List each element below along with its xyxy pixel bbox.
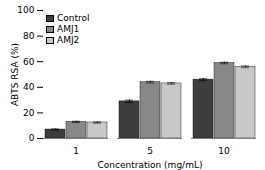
- svg-text:Concentration (mg/mL): Concentration (mg/mL): [98, 160, 203, 170]
- svg-text:100: 100: [17, 5, 34, 15]
- svg-text:20: 20: [23, 108, 35, 118]
- html-text:AMJ1: AMJ1: [57, 24, 80, 34]
- svg-text:10: 10: [218, 146, 230, 156]
- svg-text:5: 5: [147, 146, 153, 156]
- svg-text:60: 60: [23, 57, 35, 67]
- html-text:AMJ2: AMJ2: [57, 35, 80, 45]
- svg-text:1: 1: [73, 146, 79, 156]
- svg-text:80: 80: [23, 31, 35, 41]
- svg-text:40: 40: [23, 82, 35, 92]
- svg-text:0: 0: [29, 133, 35, 143]
- html-text:Control: Control: [57, 13, 90, 23]
- svg-text:ABTS RSA (%): ABTS RSA (%): [10, 43, 20, 106]
